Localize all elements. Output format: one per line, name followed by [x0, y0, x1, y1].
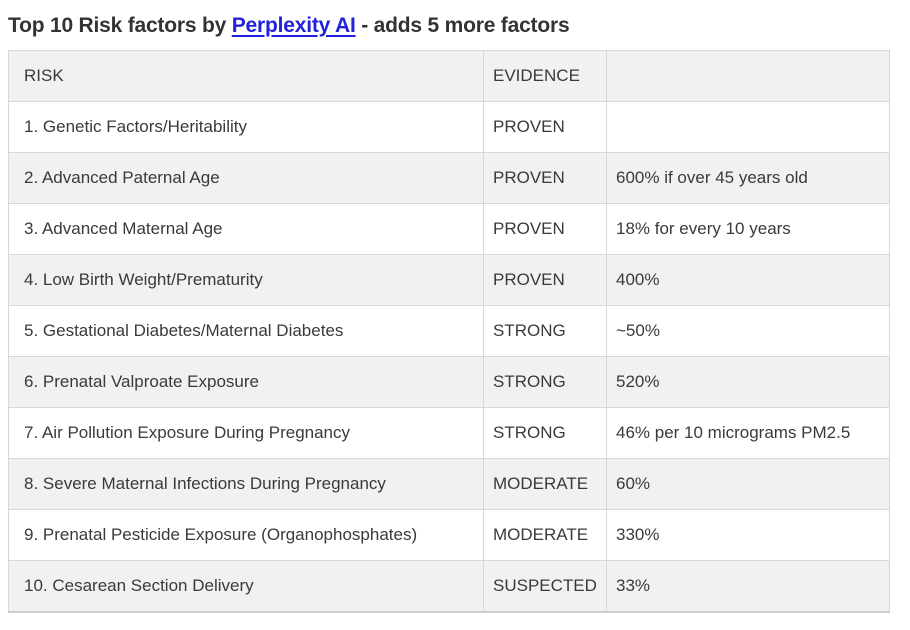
detail-cell	[606, 101, 890, 153]
evidence-cell: PROVEN	[483, 101, 607, 153]
evidence-cell: PROVEN	[483, 254, 607, 306]
table-row: 1. Genetic Factors/Heritability PROVEN	[8, 101, 890, 153]
table-row: 2. Advanced Paternal Age PROVEN 600% if …	[8, 152, 890, 204]
risk-cell: 4. Low Birth Weight/Prematurity	[8, 254, 484, 306]
column-header-risk: RISK	[8, 50, 484, 102]
detail-cell: ~50%	[606, 305, 890, 357]
table-row: 9. Prenatal Pesticide Exposure (Organoph…	[8, 509, 890, 561]
table-body: 1. Genetic Factors/Heritability PROVEN 2…	[8, 101, 890, 613]
detail-cell: 33%	[606, 560, 890, 613]
risk-cell: 3. Advanced Maternal Age	[8, 203, 484, 255]
table-row: 6. Prenatal Valproate Exposure STRONG 52…	[8, 356, 890, 408]
risk-factors-table: RISK EVIDENCE 1. Genetic Factors/Heritab…	[8, 50, 890, 613]
table-row: 5. Gestational Diabetes/Maternal Diabete…	[8, 305, 890, 357]
table-row: 4. Low Birth Weight/Prematurity PROVEN 4…	[8, 254, 890, 306]
risk-cell: 10. Cesarean Section Delivery	[8, 560, 484, 613]
table-row: 7. Air Pollution Exposure During Pregnan…	[8, 407, 890, 459]
risk-cell: 2. Advanced Paternal Age	[8, 152, 484, 204]
evidence-cell: STRONG	[483, 356, 607, 408]
detail-cell: 46% per 10 micrograms PM2.5	[606, 407, 890, 459]
column-header-detail	[606, 50, 890, 102]
column-header-evidence: EVIDENCE	[483, 50, 607, 102]
risk-cell: 5. Gestational Diabetes/Maternal Diabete…	[8, 305, 484, 357]
table-header-row: RISK EVIDENCE	[8, 50, 890, 102]
risk-cell: 8. Severe Maternal Infections During Pre…	[8, 458, 484, 510]
table-row: 3. Advanced Maternal Age PROVEN 18% for …	[8, 203, 890, 255]
evidence-cell: PROVEN	[483, 152, 607, 204]
detail-cell: 600% if over 45 years old	[606, 152, 890, 204]
evidence-cell: STRONG	[483, 305, 607, 357]
detail-cell: 18% for every 10 years	[606, 203, 890, 255]
evidence-cell: STRONG	[483, 407, 607, 459]
detail-cell: 60%	[606, 458, 890, 510]
risk-cell: 6. Prenatal Valproate Exposure	[8, 356, 484, 408]
table-row: 10. Cesarean Section Delivery SUSPECTED …	[8, 560, 890, 613]
risk-cell: 9. Prenatal Pesticide Exposure (Organoph…	[8, 509, 484, 561]
table-row: 8. Severe Maternal Infections During Pre…	[8, 458, 890, 510]
page-title: Top 10 Risk factors by Perplexity AI - a…	[0, 0, 910, 50]
evidence-cell: SUSPECTED	[483, 560, 607, 613]
page-title-suffix: - adds 5 more factors	[355, 14, 570, 37]
risk-cell: 7. Air Pollution Exposure During Pregnan…	[8, 407, 484, 459]
evidence-cell: MODERATE	[483, 458, 607, 510]
evidence-cell: PROVEN	[483, 203, 607, 255]
perplexity-ai-link[interactable]: Perplexity AI	[231, 14, 356, 37]
detail-cell: 520%	[606, 356, 890, 408]
detail-cell: 400%	[606, 254, 890, 306]
evidence-cell: MODERATE	[483, 509, 607, 561]
risk-cell: 1. Genetic Factors/Heritability	[8, 101, 484, 153]
page-title-prefix: Top 10 Risk factors by	[8, 14, 232, 37]
detail-cell: 330%	[606, 509, 890, 561]
